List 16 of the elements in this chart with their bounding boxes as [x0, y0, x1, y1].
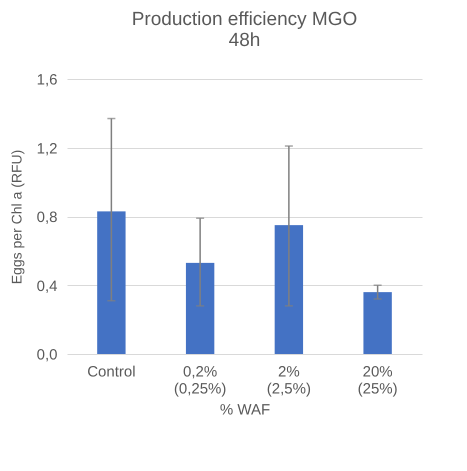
bar [97, 211, 126, 354]
chart-title: Production efficiency MGO 48h [132, 9, 358, 51]
bar [274, 225, 304, 354]
y-tick-label: 0,8 [36, 209, 58, 226]
y-tick-label: 0,0 [36, 346, 58, 364]
x-axis-title: % WAF [220, 402, 270, 418]
bar [186, 262, 214, 354]
y-axis-title: Eggs per Chl a (RFU) [8, 150, 25, 284]
y-tick-label: 1,2 [36, 140, 58, 158]
x-tick-label: 0,2% (0,25%) [174, 364, 226, 398]
x-tick-label: 20% (25%) [358, 364, 398, 398]
y-tick-label: 1,6 [36, 72, 58, 88]
x-tick-label: Control [87, 364, 136, 380]
x-tick-label: 2% (2,5%) [266, 364, 311, 398]
y-tick-label: 0,4 [36, 278, 58, 295]
bar [363, 292, 392, 354]
